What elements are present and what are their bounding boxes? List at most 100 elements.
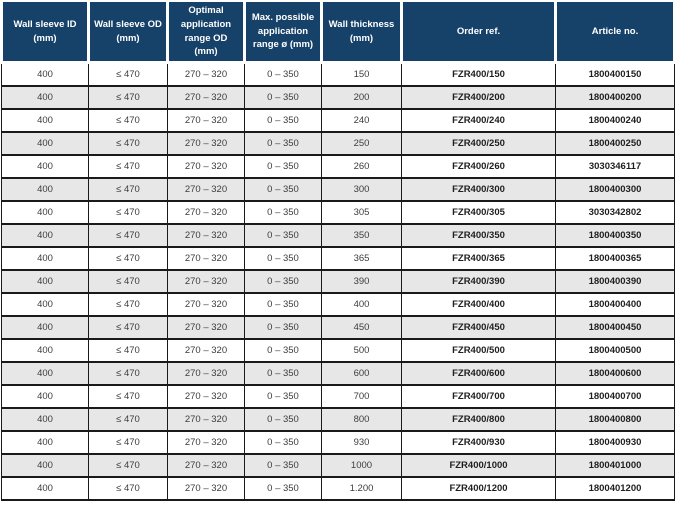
cell-order: FZR400/300 (401, 177, 556, 203)
cell-od: ≤ 470 (88, 361, 168, 387)
cell-article: 1800400350 (555, 223, 675, 249)
cell-id: 400 (1, 269, 89, 295)
cell-optimal: 270 – 320 (167, 476, 245, 502)
table-row: 400 ≤ 470 270 – 320 0 – 350 600 FZR400/600 180… (1, 361, 675, 387)
table-row: 400 ≤ 470 270 – 320 0 – 350 150 FZR400/150 180… (1, 61, 675, 88)
cell-optimal: 270 – 320 (167, 453, 245, 479)
cell-optimal: 270 – 320 (167, 154, 245, 180)
table-row: 400 ≤ 470 270 – 320 0 – 350 260 FZR400/260 303… (1, 154, 675, 180)
cell-max: 0 – 350 (244, 315, 322, 341)
cell-optimal: 270 – 320 (167, 85, 245, 111)
cell-thickness: 800 (321, 407, 402, 433)
cell-order: FZR400/700 (401, 384, 556, 410)
table-row: 400 ≤ 470 270 – 320 0 – 350 250 FZR400/250 180… (1, 131, 675, 157)
cell-optimal: 270 – 320 (167, 315, 245, 341)
cell-max: 0 – 350 (244, 430, 322, 456)
column-header-article: Article no. (554, 0, 676, 65)
cell-thickness: 400 (321, 292, 402, 318)
table-row: 400 ≤ 470 270 – 320 0 – 350 700 FZR400/700 180… (1, 384, 675, 410)
cell-article: 3030346117 (555, 154, 675, 180)
cell-article: 1800400400 (555, 292, 675, 318)
cell-max: 0 – 350 (244, 269, 322, 295)
cell-od: ≤ 470 (88, 85, 168, 111)
table-row: 400 ≤ 470 270 – 320 0 – 350 800 FZR400/800 180… (1, 407, 675, 433)
cell-article: 1800400250 (555, 131, 675, 157)
table-header-row: Wall sleeve ID (mm) Wall sleeve OD (mm) Op… (0, 0, 676, 65)
cell-article: 1800400390 (555, 269, 675, 295)
cell-optimal: 270 – 320 (167, 131, 245, 157)
cell-id: 400 (1, 453, 89, 479)
cell-thickness: 450 (321, 315, 402, 341)
cell-od: ≤ 470 (88, 61, 168, 88)
column-header-od: Wall sleeve OD (mm) (87, 0, 169, 65)
table-row: 400 ≤ 470 270 – 320 0 – 350 350 FZR400/350 180… (1, 223, 675, 249)
cell-id: 400 (1, 315, 89, 341)
cell-article: 1800400365 (555, 246, 675, 272)
table-row: 400 ≤ 470 270 – 320 0 – 350 1000 FZR400/1000 1… (1, 453, 675, 479)
cell-order: FZR400/400 (401, 292, 556, 318)
cell-max: 0 – 350 (244, 223, 322, 249)
cell-max: 0 – 350 (244, 361, 322, 387)
table-row: 400 ≤ 470 270 – 320 0 – 350 240 FZR400/240 180… (1, 108, 675, 134)
cell-max: 0 – 350 (244, 200, 322, 226)
cell-od: ≤ 470 (88, 108, 168, 134)
cell-id: 400 (1, 407, 89, 433)
cell-order: FZR400/930 (401, 430, 556, 456)
cell-article: 1800400300 (555, 177, 675, 203)
cell-order: FZR400/390 (401, 269, 556, 295)
table-body: 400 ≤ 470 270 – 320 0 – 350 150 FZR400/150 180… (1, 61, 675, 502)
cell-od: ≤ 470 (88, 430, 168, 456)
cell-optimal: 270 – 320 (167, 430, 245, 456)
cell-max: 0 – 350 (244, 154, 322, 180)
cell-order: FZR400/305 (401, 200, 556, 226)
cell-order: FZR400/240 (401, 108, 556, 134)
cell-od: ≤ 470 (88, 384, 168, 410)
cell-thickness: 305 (321, 200, 402, 226)
table-row: 400 ≤ 470 270 – 320 0 – 350 200 FZR400/200 180… (1, 85, 675, 111)
cell-order: FZR400/1000 (401, 453, 556, 479)
cell-order: FZR400/200 (401, 85, 556, 111)
cell-od: ≤ 470 (88, 177, 168, 203)
cell-article: 1800400700 (555, 384, 675, 410)
cell-id: 400 (1, 108, 89, 134)
cell-thickness: 260 (321, 154, 402, 180)
table-row: 400 ≤ 470 270 – 320 0 – 350 305 FZR400/305 303… (1, 200, 675, 226)
cell-id: 400 (1, 85, 89, 111)
cell-od: ≤ 470 (88, 154, 168, 180)
cell-max: 0 – 350 (244, 246, 322, 272)
cell-thickness: 150 (321, 61, 402, 88)
cell-id: 400 (1, 246, 89, 272)
cell-article: 1800401200 (555, 476, 675, 502)
cell-optimal: 270 – 320 (167, 292, 245, 318)
cell-article: 1800400450 (555, 315, 675, 341)
cell-thickness: 200 (321, 85, 402, 111)
cell-optimal: 270 – 320 (167, 384, 245, 410)
cell-id: 400 (1, 384, 89, 410)
cell-article: 1800400930 (555, 430, 675, 456)
cell-thickness: 250 (321, 131, 402, 157)
cell-od: ≤ 470 (88, 200, 168, 226)
table-row: 400 ≤ 470 270 – 320 0 – 350 390 FZR400/390 180… (1, 269, 675, 295)
column-header-order: Order ref. (400, 0, 557, 65)
cell-order: FZR400/800 (401, 407, 556, 433)
cell-thickness: 365 (321, 246, 402, 272)
cell-thickness: 350 (321, 223, 402, 249)
cell-article: 1800401000 (555, 453, 675, 479)
cell-od: ≤ 470 (88, 223, 168, 249)
cell-thickness: 500 (321, 338, 402, 364)
cell-article: 1800400150 (555, 61, 675, 88)
cell-order: FZR400/600 (401, 361, 556, 387)
cell-max: 0 – 350 (244, 108, 322, 134)
cell-thickness: 390 (321, 269, 402, 295)
cell-thickness: 600 (321, 361, 402, 387)
cell-max: 0 – 350 (244, 338, 322, 364)
cell-order: FZR400/350 (401, 223, 556, 249)
cell-optimal: 270 – 320 (167, 108, 245, 134)
cell-order: FZR400/150 (401, 61, 556, 88)
cell-optimal: 270 – 320 (167, 223, 245, 249)
cell-id: 400 (1, 154, 89, 180)
cell-order: FZR400/500 (401, 338, 556, 364)
cell-id: 400 (1, 223, 89, 249)
cell-article: 1800400240 (555, 108, 675, 134)
cell-od: ≤ 470 (88, 315, 168, 341)
